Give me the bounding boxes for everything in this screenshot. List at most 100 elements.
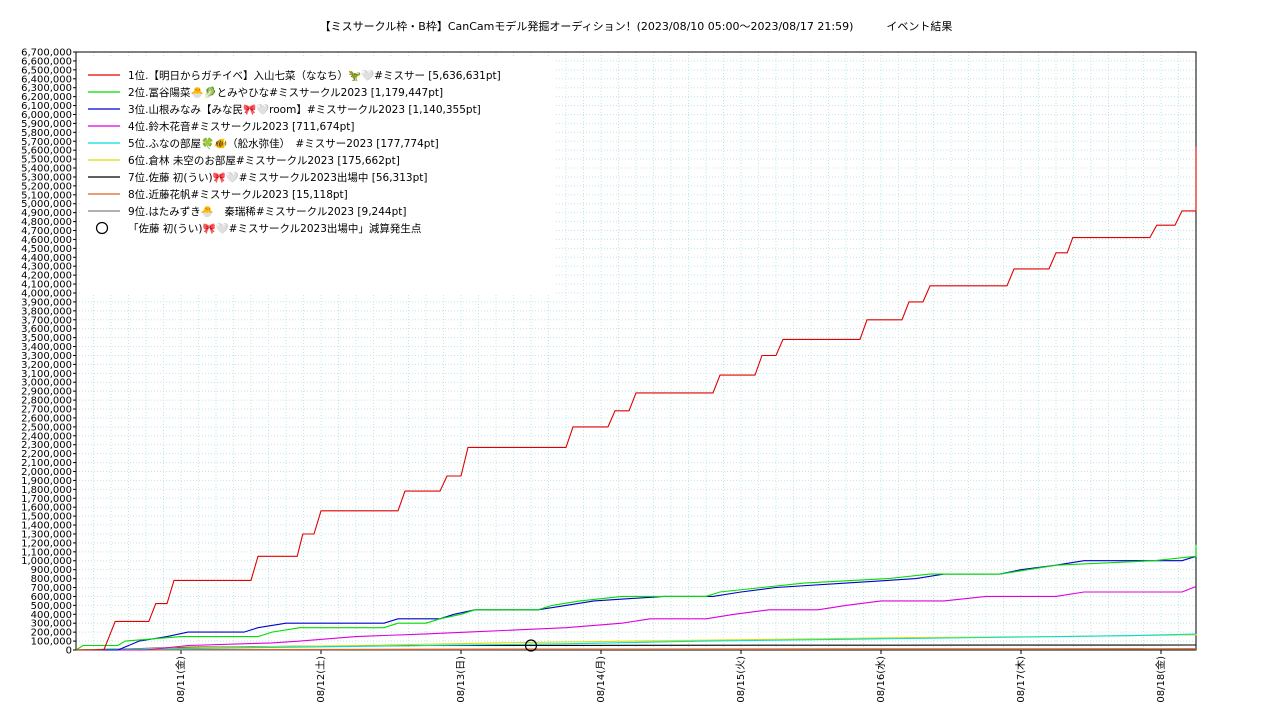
y-tick-label: 2,400,000: [21, 431, 72, 442]
y-axis: 0100,000200,000300,000400,000500,000600,…: [21, 48, 76, 657]
y-tick-label: 3,000,000: [21, 378, 72, 389]
x-tick-label: 08/16(水): [875, 656, 887, 703]
y-tick-label: 5,800,000: [21, 128, 72, 139]
legend-label: 3位.山根みなみ【みな民🎀🤍room】#ミスサークル2023 [1,140,35…: [128, 103, 481, 116]
series-line: [75, 633, 1197, 651]
y-tick-label: 1,500,000: [21, 512, 72, 523]
y-tick-label: 6,100,000: [21, 101, 72, 112]
y-tick-label: 100,000: [31, 637, 72, 648]
y-tick-label: 4,200,000: [21, 271, 72, 282]
y-tick-label: 4,100,000: [21, 280, 72, 291]
y-tick-label: 2,300,000: [21, 440, 72, 451]
x-tick-label: 08/17(木): [1015, 656, 1027, 703]
y-tick-label: 3,700,000: [21, 315, 72, 326]
y-tick-label: 900,000: [31, 565, 72, 576]
y-tick-label: 3,600,000: [21, 324, 72, 335]
y-tick-label: 5,200,000: [21, 181, 72, 192]
y-tick-label: 0: [66, 646, 72, 657]
y-tick-label: 2,000,000: [21, 467, 72, 478]
y-tick-label: 6,400,000: [21, 74, 72, 85]
x-axis: 08/11(金) 08/12(土) 08/13(日) 08/14(月) 08/15(火)…: [174, 650, 1167, 703]
y-tick-label: 5,600,000: [21, 146, 72, 157]
y-tick-label: 4,800,000: [21, 217, 72, 228]
legend-label: 6位.倉林 未空のお部屋#ミスサークル2023 [175,662pt]: [128, 154, 400, 167]
y-tick-label: 6,200,000: [21, 92, 72, 103]
legend-label: 5位.ふなの部屋🍀🐠（舩水弥佳） #ミスサー2023 [177,774pt]: [128, 137, 439, 150]
y-tick-label: 1,200,000: [21, 538, 72, 549]
y-tick-label: 2,700,000: [21, 405, 72, 416]
series-line: [75, 648, 1197, 651]
y-tick-label: 1,800,000: [21, 485, 72, 496]
y-tick-label: 6,000,000: [21, 110, 72, 121]
y-tick-label: 200,000: [31, 628, 72, 639]
y-tick-label: 3,800,000: [21, 306, 72, 317]
y-tick-label: 300,000: [31, 619, 72, 630]
y-tick-label: 1,600,000: [21, 503, 72, 514]
x-tick-label: 08/15(火): [735, 656, 747, 703]
y-tick-label: 4,900,000: [21, 208, 72, 219]
y-tick-label: 2,800,000: [21, 396, 72, 407]
y-tick-label: 6,700,000: [21, 48, 72, 59]
y-tick-label: 6,600,000: [21, 56, 72, 67]
y-tick-label: 1,900,000: [21, 476, 72, 487]
y-tick-label: 1,300,000: [21, 529, 72, 540]
legend-label: 2位.冨谷陽菜🐣🥬とみやひな#ミスサークル2023 [1,179,447pt]: [128, 86, 443, 99]
x-tick-label: 08/11(金): [174, 656, 187, 703]
y-tick-label: 2,100,000: [21, 458, 72, 469]
y-tick-label: 4,600,000: [21, 235, 72, 246]
y-tick-label: 400,000: [31, 610, 72, 621]
legend-label: 8位.近藤花帆#ミスサークル2023 [15,118pt]: [128, 188, 348, 201]
y-tick-label: 5,000,000: [21, 199, 72, 210]
y-tick-label: 1,700,000: [21, 494, 72, 505]
legend-label: 4位.鈴木花音#ミスサークル2023 [711,674pt]: [128, 120, 354, 133]
y-tick-label: 5,500,000: [21, 155, 72, 166]
chart-title: 【ミスサークル枠・B枠】CanCamモデル発掘オーディション！(2023/08/…: [319, 20, 953, 33]
legend-label: 9位.はたみずき🐣 秦瑞稀#ミスサークル2023 [9,244pt]: [128, 205, 406, 218]
decrement-marker: [524, 639, 538, 652]
x-tick-label: 08/18(金): [1154, 656, 1167, 703]
y-tick-label: 3,500,000: [21, 333, 72, 344]
series-lines: [75, 146, 1197, 651]
y-tick-label: 3,300,000: [21, 351, 72, 362]
y-tick-label: 5,300,000: [21, 172, 72, 183]
y-tick-label: 700,000: [31, 583, 72, 594]
series-line: [76, 585, 1197, 651]
y-tick-label: 2,900,000: [21, 387, 72, 398]
y-tick-label: 3,900,000: [21, 297, 72, 308]
y-tick-label: 500,000: [31, 601, 72, 612]
y-tick-label: 5,700,000: [21, 137, 72, 148]
y-tick-label: 6,500,000: [21, 65, 72, 76]
legend-marker-symbol: [95, 221, 109, 235]
y-tick-label: 4,000,000: [21, 288, 72, 299]
x-tick-label: 08/12(土): [314, 656, 327, 703]
x-tick-label: 08/14(月): [595, 656, 607, 703]
y-tick-label: 4,300,000: [21, 262, 72, 273]
y-tick-label: 1,400,000: [21, 521, 72, 532]
y-tick-label: 1,000,000: [21, 556, 72, 567]
y-tick-label: 800,000: [31, 574, 72, 585]
series-line: [76, 548, 1197, 651]
y-tick-label: 4,400,000: [21, 253, 72, 264]
y-tick-label: 4,700,000: [21, 226, 72, 237]
legend-label: 1位.【明日からガチイベ】入山七菜（ななち）🦖🤍#ミスサー [5,636,631…: [128, 69, 501, 82]
legend: 1位.【明日からガチイベ】入山七菜（ななち）🦖🤍#ミスサー [5,636,631…: [80, 58, 556, 294]
y-tick-label: 3,100,000: [21, 369, 72, 380]
series-line: [76, 146, 1197, 651]
y-tick-label: 2,500,000: [21, 422, 72, 433]
legend-box: [80, 58, 556, 294]
y-tick-label: 3,400,000: [21, 342, 72, 353]
y-tick-label: 1,100,000: [21, 547, 72, 558]
series-line: [75, 544, 1197, 651]
y-tick-label: 3,200,000: [21, 360, 72, 371]
y-tick-label: 5,400,000: [21, 164, 72, 175]
y-tick-label: 5,100,000: [21, 190, 72, 201]
y-tick-label: 5,900,000: [21, 119, 72, 130]
y-tick-label: 4,500,000: [21, 244, 72, 255]
y-tick-label: 600,000: [31, 592, 72, 603]
legend-label: 「佐藤 初(うい)🎀🤍#ミスサークル2023出場中」減算発生点: [128, 222, 421, 235]
x-tick-label: 08/13(日): [456, 656, 467, 703]
legend-label: 7位.佐藤 初(うい)🎀🤍#ミスサークル2023出場中 [56,313pt]: [128, 171, 427, 184]
y-tick-label: 2,600,000: [21, 413, 72, 424]
